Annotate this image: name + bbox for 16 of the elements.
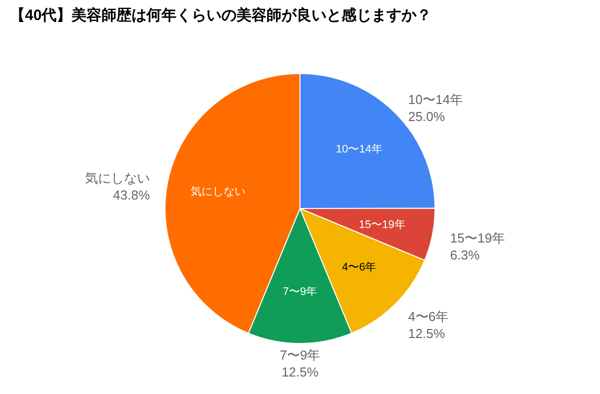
data-label: 43.8% — [113, 188, 150, 203]
data-label: 25.0% — [408, 109, 446, 124]
slice-label: 4〜6年 — [342, 262, 376, 274]
slice-label: 10〜14年 — [408, 92, 464, 108]
slice-label: 15〜19年 — [450, 230, 505, 246]
data-label: 6.3% — [450, 247, 480, 262]
slice-label: 気にしない — [190, 186, 246, 198]
slice-label: 7〜9年 — [280, 348, 320, 362]
data-label: 12.5% — [282, 364, 319, 380]
slice-label: 10〜14年 — [336, 143, 382, 156]
slice-label: 15〜19年 — [358, 218, 406, 231]
chart-title: 【40代】美容師歴は何年くらいの美容師が良いと感じますか？ — [10, 6, 432, 24]
data-label: 12.5% — [408, 326, 446, 341]
slice-label: 気にしない — [84, 170, 150, 186]
slice-label: 4〜6年 — [408, 308, 449, 324]
slice-label: 7〜9年 — [282, 286, 318, 298]
